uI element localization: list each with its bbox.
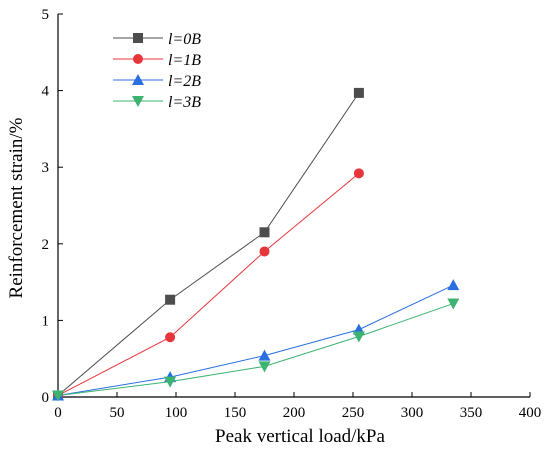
legend-marker (133, 33, 143, 43)
data-point (52, 390, 64, 402)
data-point (447, 298, 460, 310)
legend-marker (133, 54, 143, 64)
series-line (57, 172, 360, 396)
x-tick-label: 300 (401, 405, 424, 421)
series-1 (53, 168, 364, 401)
legend-entry: l=3B (113, 94, 201, 111)
data-point (258, 349, 271, 361)
y-tick-label: 2 (42, 237, 50, 253)
series-line (57, 284, 454, 396)
data-point (259, 227, 270, 238)
data-point (165, 332, 176, 343)
legend-label: l=1B (168, 52, 201, 69)
y-axis-title: Reinforcement strain/% (6, 117, 27, 298)
series-3 (52, 298, 460, 402)
x-tick-label: 50 (110, 405, 125, 421)
x-tick-label: 150 (224, 405, 247, 421)
data-point (447, 279, 460, 291)
x-tick-label: 250 (342, 405, 365, 421)
series-line (57, 303, 454, 396)
legend: l=0B l=1B l=2B l=3B (113, 31, 201, 111)
legend-label: l=2B (168, 73, 201, 90)
x-tick-label: 100 (165, 405, 188, 421)
x-axis-title: Peak vertical load/kPa (215, 426, 385, 447)
x-tick-label: 0 (54, 405, 62, 421)
series-layer (52, 87, 460, 402)
data-point (258, 361, 271, 373)
y-tick-label: 3 (42, 160, 50, 176)
x-tick-label: 350 (460, 405, 483, 421)
data-point (164, 376, 177, 388)
legend-marker (132, 96, 144, 107)
series-0 (53, 87, 364, 401)
series-2 (52, 279, 460, 401)
legend-label: l=3B (168, 94, 201, 111)
x-tick-label: 400 (519, 405, 542, 421)
y-tick-label: 4 (42, 84, 50, 100)
y-tick-label: 1 (42, 313, 50, 329)
data-point (353, 168, 364, 179)
data-point (353, 87, 364, 98)
y-tick-label: 0 (42, 390, 50, 406)
axes: 0 50 100 150 200 250 300 350 400 0 1 2 3 4 5 (42, 7, 542, 421)
legend-entry: l=2B (113, 73, 201, 90)
legend-entry: l=1B (113, 52, 201, 69)
legend-marker (132, 74, 144, 85)
series-line (57, 92, 360, 396)
legend-entry: l=0B (113, 31, 201, 48)
data-point (165, 294, 176, 305)
legend-label: l=0B (168, 31, 201, 48)
data-point (352, 331, 365, 343)
x-tick-label: 200 (283, 405, 306, 421)
data-point (259, 246, 270, 257)
y-tick-label: 5 (42, 7, 50, 23)
